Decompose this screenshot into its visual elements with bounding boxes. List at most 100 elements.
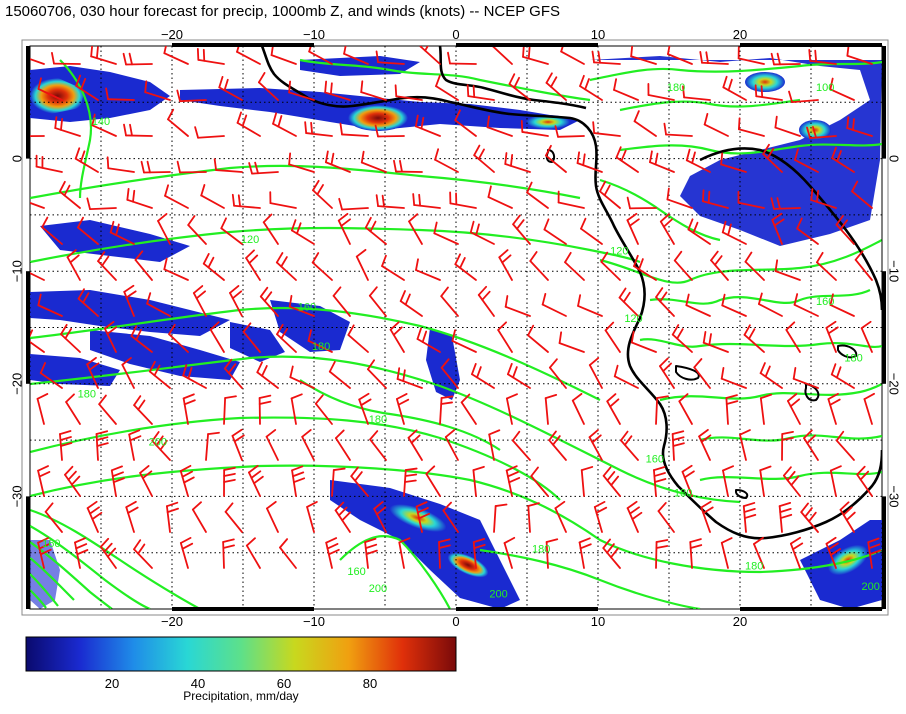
wind-barb <box>44 502 63 533</box>
wind-barb <box>835 214 855 245</box>
wind-barb <box>543 218 567 245</box>
wind-barb <box>789 536 804 569</box>
wind-barb <box>139 465 153 497</box>
wind-barb <box>588 429 603 461</box>
wind-barb <box>205 431 220 461</box>
wind-barb <box>399 290 423 317</box>
precip-region <box>30 78 85 114</box>
scale-bar-right <box>882 46 886 159</box>
wind-barb <box>835 430 855 461</box>
wind-barb <box>157 213 171 245</box>
scale-bar-bottom <box>172 607 314 611</box>
wind-barb <box>774 259 801 281</box>
wind-barb <box>314 394 333 425</box>
wind-barb <box>557 190 585 209</box>
precip-region <box>389 504 447 532</box>
wind-barb <box>231 428 245 461</box>
wind-barb <box>863 392 875 425</box>
precip-region <box>348 105 408 131</box>
wind-barb <box>792 367 819 389</box>
lat-tick-label-right: −10 <box>887 260 902 282</box>
wind-barb <box>396 367 423 389</box>
wind-barb <box>854 250 873 281</box>
contour-label: 180 <box>844 352 862 364</box>
scale-bar-bottom <box>740 607 882 611</box>
wind-barb <box>109 220 135 245</box>
wind-barb <box>36 393 49 425</box>
wind-barb <box>324 150 351 173</box>
wind-barb <box>808 49 837 65</box>
wind-barb <box>710 250 729 281</box>
wind-barb <box>604 321 621 353</box>
wind-barb <box>825 536 841 569</box>
wind-barb <box>520 120 549 137</box>
colorbar-tick-label: 80 <box>363 676 377 691</box>
contour-line <box>599 178 721 242</box>
wind-barb <box>30 201 45 209</box>
wind-barb <box>408 213 423 245</box>
wind-barb <box>168 323 189 353</box>
wind-barb <box>511 430 531 461</box>
scale-bar-bottom <box>456 607 598 611</box>
wind-barb <box>488 429 501 461</box>
precip-region <box>526 115 570 129</box>
lat-tick-label-right: −30 <box>887 485 902 507</box>
lon-tick-label-top: 20 <box>733 27 747 42</box>
wind-barb <box>415 501 431 533</box>
wind-barb <box>222 538 235 569</box>
wind-barb <box>339 122 369 137</box>
wind-barb <box>473 144 495 173</box>
precip-region <box>447 552 489 578</box>
wind-barb <box>86 197 117 210</box>
wind-barb <box>332 286 351 317</box>
wind-barb <box>425 465 441 497</box>
wind-barb <box>794 148 819 173</box>
contour-label: 180 <box>369 414 387 426</box>
wind-barb <box>324 80 351 101</box>
contour-line <box>30 557 75 601</box>
scale-bar-top <box>172 43 314 47</box>
wind-barb <box>121 357 135 389</box>
wind-barb <box>867 537 882 569</box>
wind-barb <box>367 359 387 389</box>
wind-barb <box>110 465 125 497</box>
wind-barb <box>39 362 63 389</box>
wind-barb <box>148 360 171 389</box>
wind-barb <box>99 537 117 569</box>
wind-barb <box>558 331 585 353</box>
wind-barb <box>451 329 477 353</box>
wind-barb <box>176 160 207 174</box>
colorbar-label: Precipitation, mm/day <box>183 689 299 703</box>
scale-bar-right <box>882 271 886 384</box>
wind-barb <box>123 284 137 317</box>
wind-barb <box>291 465 306 497</box>
wind-barb <box>30 329 45 353</box>
contour-label: 160 <box>42 538 60 550</box>
scale-bar-left <box>26 46 30 159</box>
precip-region <box>40 220 190 262</box>
wind-barb <box>649 150 675 173</box>
wind-barb <box>64 465 81 497</box>
wind-barb <box>364 216 387 245</box>
wind-barb <box>687 218 711 245</box>
wind-barb <box>37 465 51 497</box>
coastline-africa <box>260 46 882 540</box>
wind-barb <box>163 46 189 65</box>
wind-barb <box>200 184 225 209</box>
wind-barb <box>554 500 567 533</box>
wind-barb <box>655 395 669 425</box>
wind-barb <box>739 429 751 461</box>
lat-tick-label-right: −20 <box>887 373 902 395</box>
colorbar-tick-label: 40 <box>191 676 205 691</box>
wind-barb <box>720 537 733 569</box>
wind-barb <box>86 356 100 389</box>
wind-barb <box>703 112 729 137</box>
wind-barb <box>358 392 372 425</box>
precip-region <box>270 300 350 352</box>
wind-barb <box>497 321 513 353</box>
wind-barb <box>742 502 757 533</box>
wind-barb <box>213 158 243 173</box>
wind-barb <box>74 537 89 569</box>
frame-scale-bars <box>26 43 886 611</box>
precip-region <box>799 120 831 140</box>
